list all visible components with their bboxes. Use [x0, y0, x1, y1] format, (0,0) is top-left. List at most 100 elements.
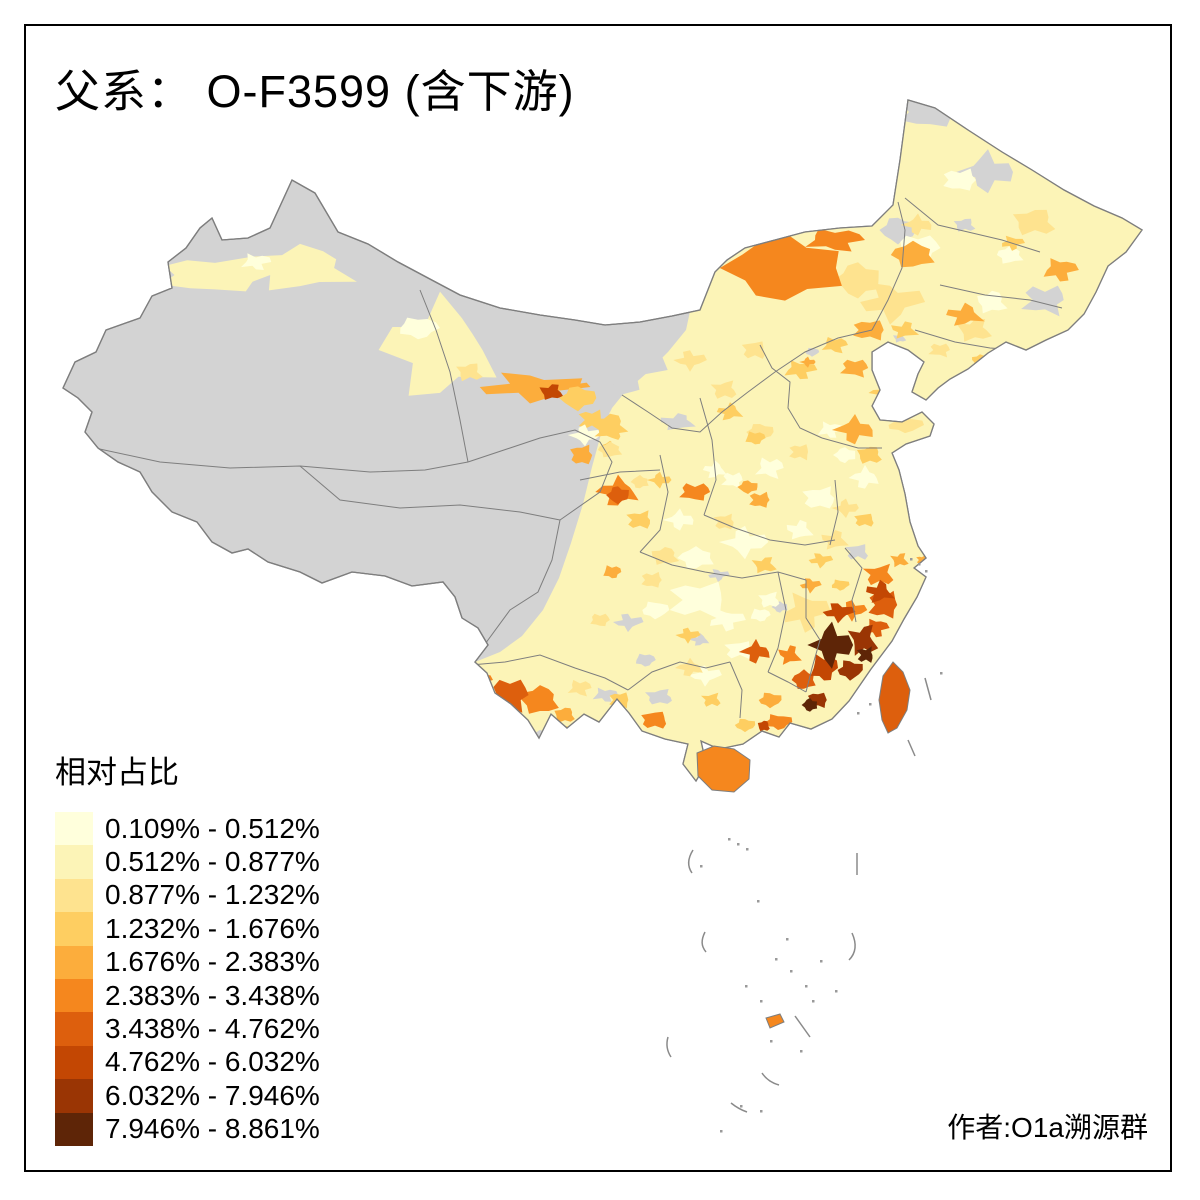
- prefecture-patch: [765, 714, 793, 730]
- prefecture-patch: [996, 245, 1024, 264]
- east-china-base: [475, 100, 1142, 781]
- prefecture-patch: [641, 711, 667, 729]
- prefecture-patch: [708, 569, 730, 582]
- prefecture-patch: [630, 474, 649, 489]
- prefecture-patch: [758, 591, 780, 608]
- prefecture-patch: [778, 645, 802, 665]
- prefecture-patch: [864, 618, 890, 638]
- legend-title: 相对占比: [55, 755, 179, 790]
- legend-swatch: [55, 912, 93, 946]
- province-border: [469, 654, 629, 691]
- legend-row: 0.877% - 1.232%: [55, 878, 320, 913]
- small-island-speck: [786, 938, 789, 941]
- prefecture-patch: [808, 553, 834, 569]
- small-island-speck: [805, 985, 808, 988]
- legend-row: 0.109% - 0.512%: [55, 812, 320, 846]
- prefecture-patch: [799, 578, 822, 594]
- small-island-speck: [757, 900, 760, 903]
- sea-boundary-dash: [848, 932, 856, 961]
- province-border: [621, 329, 873, 433]
- province-border: [805, 580, 821, 693]
- province-border: [419, 289, 469, 463]
- small-island-speck: [940, 672, 943, 675]
- prefecture-patch: [900, 213, 932, 236]
- prefecture-patch: [580, 344, 668, 395]
- legend-row: 7.946% - 8.861%: [55, 1112, 320, 1146]
- prefecture-patch: [721, 472, 743, 489]
- province-border: [579, 469, 661, 481]
- legend-class-label: 1.232% - 1.676%: [105, 912, 320, 944]
- legend-row: 3.438% - 4.762%: [55, 1012, 320, 1046]
- prefecture-patch: [701, 692, 721, 707]
- province-border: [759, 344, 823, 439]
- prefecture-patch: [745, 431, 766, 445]
- prefecture-patch: [784, 592, 831, 633]
- prefecture-patch: [789, 444, 808, 461]
- prefecture-patch: [606, 486, 629, 505]
- prefecture-patch: [1043, 258, 1079, 282]
- prefecture-patch: [675, 657, 703, 677]
- prefecture-patch: [608, 433, 634, 453]
- province-border: [821, 437, 882, 449]
- province-border: [871, 201, 906, 331]
- prefecture-patch: [786, 519, 814, 540]
- small-island-speck: [760, 1110, 763, 1113]
- sea-boundary-dash: [688, 849, 694, 874]
- small-island-speck: [745, 985, 748, 988]
- small-island-speck: [746, 848, 749, 851]
- small-island-speck: [925, 570, 928, 573]
- province-border: [299, 465, 561, 521]
- province-border: [703, 514, 836, 546]
- small-island-speck: [760, 1000, 763, 1003]
- province-border: [729, 661, 743, 719]
- small-island-speck: [835, 990, 838, 993]
- province-border: [939, 284, 1063, 309]
- small-island-speck: [770, 1040, 773, 1043]
- province-border: [844, 547, 863, 623]
- attribution-text: 作者:O1a溯源群: [947, 1112, 1148, 1143]
- prefecture-patch: [833, 447, 856, 464]
- prefecture-patch: [642, 601, 670, 620]
- prefecture-patch: [592, 687, 618, 702]
- prefecture-patch: [719, 232, 842, 301]
- legend-row: 2.383% - 3.438%: [55, 978, 320, 1013]
- small-island-speck: [700, 865, 703, 868]
- province-border: [639, 454, 669, 553]
- prefecture-patch: [799, 356, 816, 368]
- prefecture-patch: [807, 621, 854, 669]
- legend-class-label: 6.032% - 7.946%: [105, 1079, 320, 1111]
- prefecture-patch: [673, 350, 707, 372]
- prefecture-patch: [241, 253, 272, 270]
- small-island-speck: [737, 843, 740, 846]
- prefecture-patch: [247, 243, 357, 291]
- small-island-speck: [790, 970, 793, 973]
- prefecture-patch: [1012, 209, 1056, 236]
- legend-class-label: 0.877% - 1.232%: [105, 879, 320, 911]
- prefecture-patch: [734, 718, 756, 733]
- prefecture-patch: [554, 707, 575, 723]
- sea-boundary-dash: [701, 931, 707, 953]
- prefecture-patch: [891, 349, 909, 361]
- prefecture-patch: [831, 498, 859, 518]
- legend-swatch: [55, 1079, 93, 1113]
- prefecture-patch: [690, 633, 710, 646]
- prefecture-patch: [724, 641, 753, 659]
- prefecture-patch: [943, 168, 976, 191]
- small-island-speck: [720, 1130, 723, 1133]
- prefecture-patch: [737, 480, 758, 494]
- legend-class-label: 4.762% - 6.032%: [105, 1046, 320, 1078]
- island-taiwan: [878, 661, 911, 734]
- sea-boundary-dash: [794, 1015, 811, 1038]
- legend-rows: 0.109% - 0.512% 0.512% - 0.877% 0.877% - 1…: [55, 812, 320, 1146]
- small-island-speck: [740, 1105, 743, 1108]
- prefecture-patch: [845, 544, 868, 560]
- legend-swatch: [55, 845, 93, 879]
- legend-row: 0.512% - 0.877%: [55, 845, 320, 879]
- prefecture-patch: [831, 579, 850, 591]
- prefecture-patch: [645, 689, 672, 705]
- prefecture-patch: [718, 525, 769, 560]
- prefecture-patch: [592, 413, 629, 437]
- legend-class-label: 3.438% - 4.762%: [105, 1013, 320, 1045]
- prefecture-patch: [840, 359, 869, 378]
- coastline: [62, 99, 1143, 783]
